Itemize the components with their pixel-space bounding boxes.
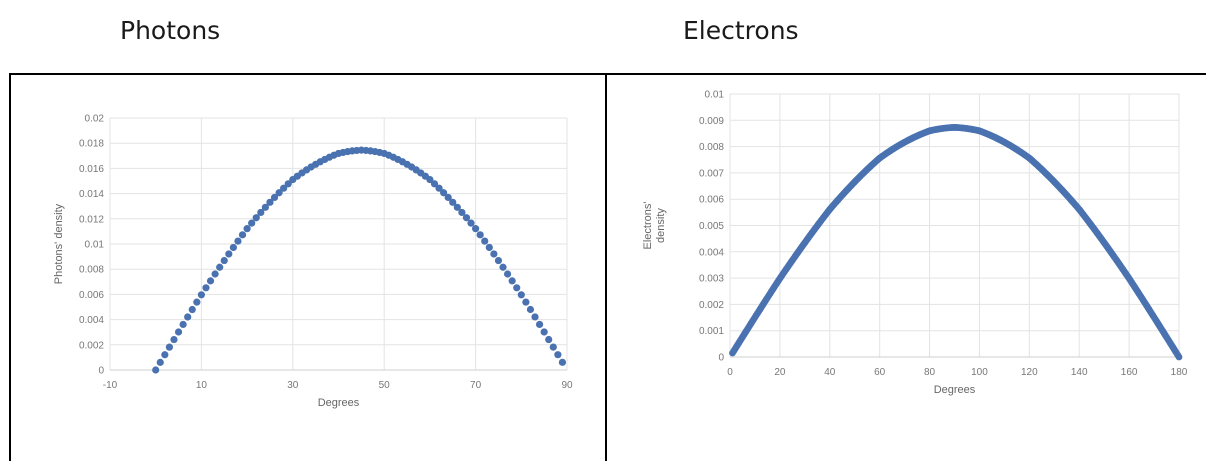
data-point [202, 284, 209, 291]
data-point [175, 328, 182, 335]
data-point [239, 231, 246, 238]
x-tick-label: 60 [874, 367, 886, 378]
y-tick-label: 0.02 [85, 114, 105, 125]
y-tick-label: 0.01 [85, 240, 105, 251]
data-point [509, 277, 516, 284]
y-tick-label: 0.003 [699, 274, 724, 285]
y-tick-label: 0.009 [699, 116, 724, 127]
data-point [221, 257, 228, 264]
frame-left-border [9, 73, 11, 461]
data-point [545, 336, 552, 343]
x-tick-label: 10 [196, 380, 208, 391]
data-point [477, 231, 484, 238]
y-axis-title-line: density [655, 208, 667, 243]
data-point [170, 336, 177, 343]
data-point [193, 299, 200, 306]
data-point [541, 328, 548, 335]
frame-top-border [9, 73, 1206, 75]
y-tick-label: 0.006 [79, 290, 104, 301]
data-point [225, 250, 232, 257]
y-tick-label: 0.014 [79, 189, 104, 200]
x-tick-label: 160 [1121, 367, 1138, 378]
data-point [234, 237, 241, 244]
y-tick-label: 0.002 [79, 340, 104, 351]
data-point [522, 299, 529, 306]
x-tick-label: 140 [1071, 367, 1088, 378]
y-axis-title: Electrons' density [642, 202, 667, 250]
data-point [152, 366, 159, 373]
x-tick-label: 120 [1021, 367, 1038, 378]
x-tick-label: 40 [824, 367, 836, 378]
y-tick-label: 0.018 [79, 139, 104, 150]
x-tick-label: 0 [727, 367, 733, 378]
photons-heading: Photons [120, 16, 220, 45]
y-tick-label: 0.008 [79, 265, 104, 276]
y-tick-label: 0.008 [699, 142, 724, 153]
y-axis-title-line: Electrons' [642, 202, 654, 250]
x-tick-label: 70 [470, 380, 482, 391]
data-point [189, 306, 196, 313]
data-point [495, 257, 502, 264]
x-tick-label: 20 [774, 367, 786, 378]
x-tick-label: 50 [379, 380, 391, 391]
y-tick-label: 0.016 [79, 164, 104, 175]
x-tick-label: 90 [561, 380, 573, 391]
x-tick-label: 100 [971, 367, 988, 378]
data-point [554, 351, 561, 358]
data-point [161, 351, 168, 358]
data-point [536, 321, 543, 328]
data-point [559, 359, 566, 366]
data-point [481, 237, 488, 244]
data-point [198, 291, 205, 298]
y-axis-title: Photons' density [53, 203, 65, 284]
data-point [467, 220, 474, 227]
data-point [157, 359, 164, 366]
y-tick-label: 0.012 [79, 214, 104, 225]
data-point [212, 270, 219, 277]
data-point [499, 264, 506, 271]
data-point [230, 244, 237, 251]
data-point [504, 270, 511, 277]
y-tick-label: 0.004 [699, 247, 724, 258]
y-tick-label: 0.001 [699, 326, 724, 337]
electrons-heading: Electrons [683, 16, 799, 45]
data-point [490, 250, 497, 257]
data-point [1176, 354, 1183, 361]
data-point [244, 225, 251, 232]
x-axis-title: Degrees [934, 384, 976, 396]
data-point [486, 244, 493, 251]
data-point [518, 291, 525, 298]
y-tick-label: 0 [718, 353, 724, 364]
data-point [216, 264, 223, 271]
data-point [531, 313, 538, 320]
x-tick-label: -10 [103, 380, 118, 391]
y-tick-label: 0.006 [699, 195, 724, 206]
data-point [207, 277, 214, 284]
data-point [550, 344, 557, 351]
x-tick-label: 30 [287, 380, 299, 391]
data-point [527, 306, 534, 313]
data-point [513, 284, 520, 291]
y-tick-label: 0.005 [699, 221, 724, 232]
data-point [180, 321, 187, 328]
frame-middle-divider [605, 73, 607, 461]
x-axis-title: Degrees [318, 397, 360, 409]
y-tick-label: 0 [98, 366, 104, 377]
x-tick-label: 80 [924, 367, 936, 378]
photons-density-chart: -10 10 30 50 70 90 0 0.002 0.004 0.006 0.008 0.01 0.… [14, 80, 594, 445]
y-tick-label: 0.004 [79, 315, 104, 326]
electrons-density-chart: 0 20 40 60 80 100 120 140 160 180 0 0.001 0.002 0.003… [623, 80, 1206, 445]
y-tick-label: 0.01 [705, 90, 725, 101]
data-point [472, 225, 479, 232]
y-tick-label: 0.007 [699, 168, 724, 179]
y-tick-label: 0.002 [699, 300, 724, 311]
x-tick-label: 180 [1171, 367, 1188, 378]
data-point [184, 313, 191, 320]
data-point [166, 344, 173, 351]
